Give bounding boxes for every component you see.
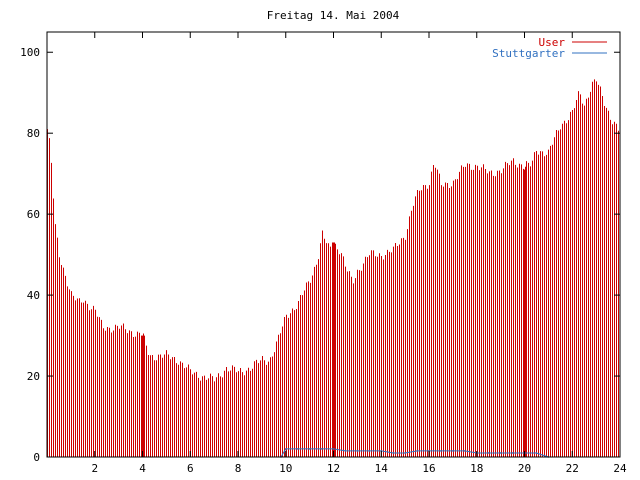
stuttgarter-point	[320, 448, 323, 450]
stuttgarter-point	[344, 450, 347, 452]
stuttgarter-point	[487, 452, 490, 454]
x-tick-label: 6	[187, 462, 194, 475]
y-tick-label: 20	[27, 370, 40, 383]
stuttgarter-line	[280, 448, 549, 458]
x-tick-label: 14	[375, 462, 389, 475]
x-tick-label: 2	[91, 462, 98, 475]
x-tick-label: 8	[235, 462, 242, 475]
y-tick-label: 0	[33, 451, 40, 464]
y-tick-label: 40	[27, 289, 40, 302]
y-tick-label: 60	[27, 208, 40, 221]
stuttgarter-point	[308, 448, 311, 450]
stuttgarter-point	[296, 448, 299, 450]
x-tick-label: 24	[613, 462, 627, 475]
x-tick-label: 16	[422, 462, 435, 475]
stuttgarter-point	[416, 450, 418, 452]
stuttgarter-point	[464, 450, 466, 452]
stuttgarter-point	[332, 448, 335, 450]
legend-label: Stuttgarter	[492, 47, 565, 60]
stuttgarter-point	[392, 452, 394, 454]
stuttgarter-point	[440, 450, 442, 452]
user-spike-bar	[141, 335, 144, 457]
x-tick-label: 10	[279, 462, 292, 475]
user-bars	[47, 79, 619, 457]
y-tick-label: 80	[27, 127, 40, 140]
y-tick-label: 100	[20, 46, 40, 59]
user-spike-bar	[523, 169, 526, 457]
x-tick-label: 18	[470, 462, 483, 475]
x-tick-label: 22	[566, 462, 579, 475]
stuttgarter-point	[535, 452, 538, 454]
stuttgarter-point	[499, 452, 502, 454]
x-tick-label: 12	[327, 462, 340, 475]
user-spike-bar	[332, 242, 335, 457]
stuttgarter-point	[511, 452, 514, 454]
stuttgarter-point	[452, 450, 454, 452]
legend-label: User	[539, 36, 566, 49]
stuttgarter-point	[356, 450, 359, 452]
stuttgarter-point	[404, 452, 406, 454]
x-tick-label: 20	[518, 462, 531, 475]
stuttgarter-point	[284, 448, 287, 450]
chart-title: Freitag 14. Mai 2004	[267, 9, 400, 22]
x-tick-label: 4	[139, 462, 146, 475]
stuttgarter-point	[368, 450, 371, 452]
